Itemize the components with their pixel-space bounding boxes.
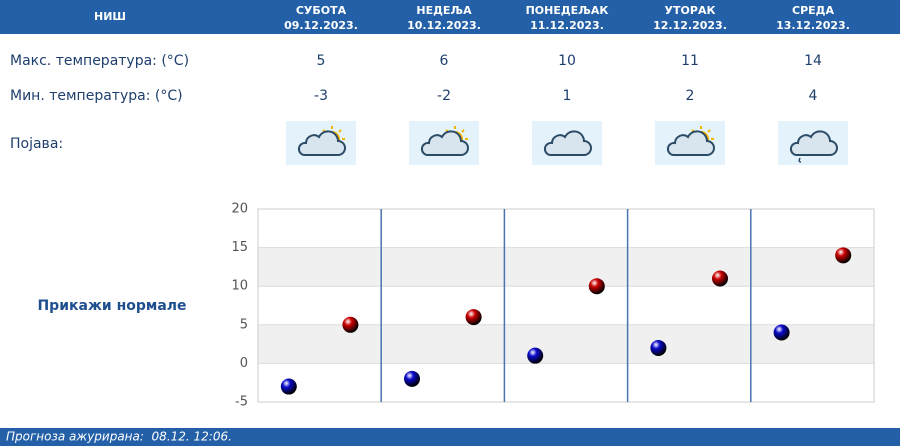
temp-point (650, 339, 667, 356)
day-name: УТОРАК (665, 4, 716, 17)
temp-value: 6 (440, 53, 449, 69)
grid-band (258, 247, 874, 287)
temp-value: -2 (437, 88, 451, 104)
show-normals-link[interactable]: Прикажи нормале (37, 298, 186, 314)
temp-value: 1 (563, 88, 572, 104)
temp-point (465, 309, 482, 326)
temp-point (588, 278, 605, 295)
y-tick-label: 0 (240, 356, 248, 371)
temp-value: 2 (686, 88, 695, 104)
plot-border (257, 208, 875, 403)
temp-value: 10 (558, 53, 576, 69)
icon-drizzle (778, 121, 848, 165)
y-tick-label: -5 (235, 395, 248, 410)
y-tick-label: 5 (240, 317, 248, 332)
day-date: 10.12.2023. (407, 19, 481, 32)
temp-value: 14 (804, 53, 822, 69)
temp-value: 11 (681, 53, 699, 69)
day-name: СУБОТА (296, 4, 347, 17)
icon-partly-cloudy (286, 121, 356, 165)
temp-point (712, 270, 728, 287)
y-tick-label: 20 (231, 202, 248, 217)
y-tick-label: 10 (231, 279, 248, 294)
day-date: 09.12.2023. (284, 19, 358, 32)
header-bar (0, 0, 900, 34)
grid-band (258, 324, 874, 364)
temp-point (835, 247, 852, 264)
temp-point (527, 347, 544, 364)
y-tick-label: 15 (231, 240, 248, 255)
temp-value: 5 (317, 53, 326, 69)
day-name: СРЕДА (792, 4, 834, 17)
temp-point (404, 370, 420, 387)
day-name: ПОНЕДЕЉАК (526, 4, 609, 17)
plot-area (258, 209, 874, 402)
temp-value: 4 (809, 88, 818, 104)
day-name: НЕДЕЉА (416, 4, 472, 17)
temp-point (280, 378, 297, 395)
footer: Прогноза ажурирана: 08.12. 12:06. (6, 430, 232, 444)
weather-icons (286, 121, 848, 165)
city: НИШ (94, 10, 126, 23)
day-date: 11.12.2023. (530, 19, 604, 32)
temp-point (342, 316, 359, 333)
day-date: 12.12.2023. (653, 19, 727, 32)
icon-cloudy (532, 121, 602, 165)
temp-point (773, 324, 790, 341)
min-label: Мин. температура: (°C) (10, 88, 183, 104)
icon-partly-cloudy (409, 121, 479, 165)
icon-partly-cloudy (655, 121, 725, 165)
footer-bar (0, 428, 900, 446)
max-label: Макс. температура: (°C) (10, 53, 189, 69)
weather-label: Појава: (10, 136, 63, 152)
day-date: 13.12.2023. (776, 19, 850, 32)
temp-value: -3 (314, 88, 328, 104)
